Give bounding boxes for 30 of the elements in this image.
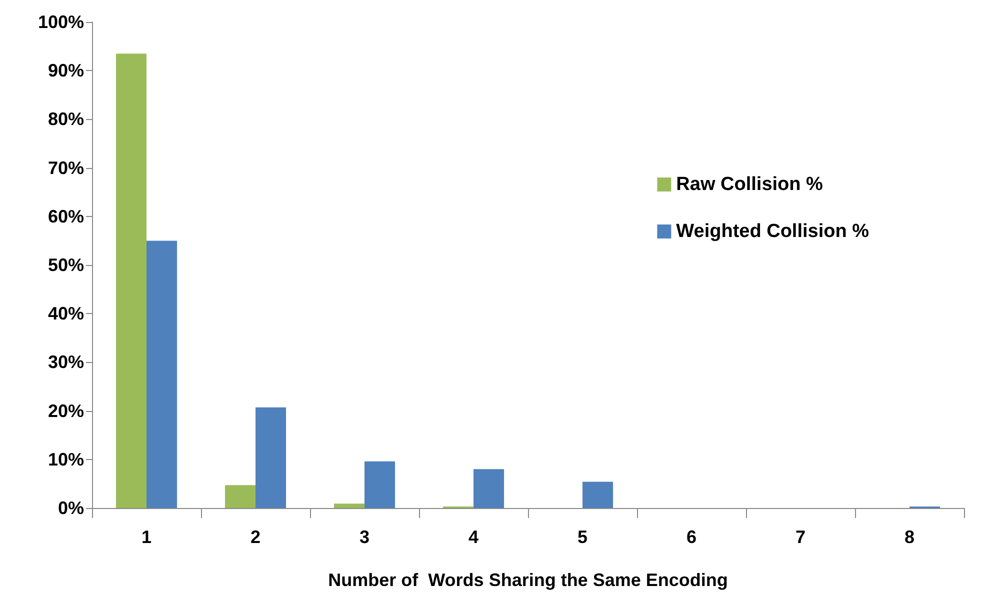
bar: [256, 407, 286, 508]
bar: [224, 485, 256, 508]
bar: [146, 240, 178, 508]
y-tick-label: 40%: [48, 304, 84, 324]
y-tick-label: 30%: [48, 352, 84, 372]
x-tick-label: 3: [359, 527, 370, 547]
bar: [582, 482, 614, 508]
y-tick-label: 50%: [48, 255, 84, 275]
y-tick-label: 20%: [48, 400, 84, 421]
x-tick-label: 1: [141, 527, 152, 547]
y-tick-label: 70%: [48, 158, 84, 178]
y-tick-label: 90%: [48, 60, 84, 81]
bar: [116, 54, 146, 508]
x-tick-label: 4: [468, 527, 479, 547]
y-tick-label: 10%: [48, 449, 84, 470]
y-tick-label: 60%: [48, 206, 84, 226]
y-tick-label: 100%: [38, 12, 84, 32]
legend-label: Raw Collision %: [676, 174, 824, 195]
bar: [334, 504, 364, 508]
x-tick-label: 8: [904, 527, 915, 547]
y-tick-label: 80%: [48, 109, 84, 130]
x-tick-label: 5: [577, 527, 588, 547]
bar: [474, 469, 504, 508]
bar: [364, 461, 396, 508]
legend-label: Weighted Collision %: [676, 221, 870, 242]
x-tick-label: 6: [686, 527, 697, 547]
x-axis-title: Number of Words Sharing the Same Encoding: [328, 570, 728, 590]
y-tick-label: 0%: [58, 498, 84, 518]
x-tick-label: 2: [250, 527, 261, 547]
x-tick-label: 7: [795, 527, 806, 547]
